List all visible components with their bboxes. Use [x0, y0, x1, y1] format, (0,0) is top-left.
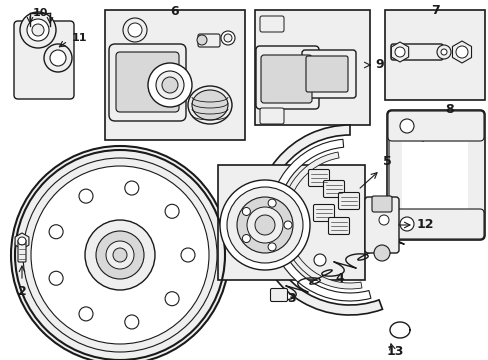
FancyBboxPatch shape: [260, 108, 284, 124]
FancyBboxPatch shape: [364, 197, 398, 253]
FancyBboxPatch shape: [18, 240, 26, 262]
Ellipse shape: [187, 86, 231, 124]
FancyBboxPatch shape: [302, 50, 355, 98]
Circle shape: [399, 119, 413, 133]
FancyBboxPatch shape: [328, 217, 349, 234]
Bar: [384, 10, 484, 100]
FancyBboxPatch shape: [390, 44, 442, 60]
Bar: [105, 10, 244, 140]
Circle shape: [162, 77, 178, 93]
FancyBboxPatch shape: [305, 56, 347, 92]
Circle shape: [124, 181, 139, 195]
Text: 12: 12: [416, 219, 434, 231]
Circle shape: [85, 220, 155, 290]
Circle shape: [44, 44, 72, 72]
Circle shape: [11, 146, 228, 360]
Circle shape: [165, 204, 179, 218]
Circle shape: [237, 197, 292, 253]
Circle shape: [49, 271, 63, 285]
Circle shape: [284, 221, 291, 229]
Text: 6: 6: [170, 5, 179, 18]
Circle shape: [378, 215, 388, 225]
Circle shape: [124, 315, 139, 329]
Circle shape: [436, 45, 450, 59]
FancyBboxPatch shape: [109, 44, 185, 121]
Bar: [218, 165, 364, 280]
Text: 11: 11: [72, 33, 87, 43]
FancyBboxPatch shape: [387, 209, 483, 239]
Text: 9: 9: [374, 58, 383, 72]
Wedge shape: [281, 152, 361, 289]
Text: 13: 13: [386, 345, 403, 358]
Text: 3: 3: [286, 292, 295, 305]
FancyBboxPatch shape: [14, 21, 74, 99]
FancyBboxPatch shape: [388, 112, 422, 238]
Circle shape: [123, 18, 147, 42]
FancyBboxPatch shape: [256, 46, 318, 109]
Ellipse shape: [192, 90, 227, 120]
Bar: [401, 142, 467, 217]
Circle shape: [79, 307, 93, 321]
FancyBboxPatch shape: [260, 16, 284, 32]
Text: 10: 10: [32, 8, 48, 18]
Circle shape: [32, 24, 44, 36]
Circle shape: [50, 50, 66, 66]
Circle shape: [156, 71, 183, 99]
Circle shape: [254, 215, 274, 235]
Circle shape: [96, 231, 143, 279]
Text: 5: 5: [382, 155, 391, 168]
Circle shape: [31, 166, 208, 344]
Circle shape: [440, 49, 446, 55]
Circle shape: [18, 237, 26, 245]
Circle shape: [220, 180, 309, 270]
Circle shape: [221, 31, 235, 45]
Circle shape: [373, 245, 389, 261]
Circle shape: [267, 199, 276, 207]
Wedge shape: [268, 139, 370, 301]
Circle shape: [455, 46, 467, 58]
FancyBboxPatch shape: [387, 111, 483, 141]
Circle shape: [224, 34, 231, 42]
Circle shape: [246, 207, 283, 243]
Wedge shape: [254, 125, 382, 315]
Bar: [254, 10, 369, 125]
Circle shape: [242, 207, 250, 216]
Text: 2: 2: [18, 285, 26, 298]
Text: 4: 4: [335, 272, 344, 285]
Circle shape: [106, 241, 134, 269]
Circle shape: [226, 187, 303, 263]
Circle shape: [113, 248, 127, 262]
Circle shape: [197, 35, 206, 45]
Circle shape: [20, 12, 56, 48]
Circle shape: [165, 292, 179, 306]
Circle shape: [242, 234, 250, 243]
FancyBboxPatch shape: [323, 180, 344, 198]
FancyBboxPatch shape: [338, 193, 359, 210]
Circle shape: [399, 217, 413, 231]
FancyBboxPatch shape: [313, 204, 334, 221]
Circle shape: [181, 248, 195, 262]
Circle shape: [394, 47, 404, 57]
Text: 8: 8: [445, 103, 453, 116]
FancyBboxPatch shape: [386, 110, 484, 240]
Circle shape: [49, 225, 63, 239]
FancyBboxPatch shape: [270, 288, 287, 301]
FancyBboxPatch shape: [198, 34, 220, 47]
FancyBboxPatch shape: [371, 196, 391, 212]
Circle shape: [313, 254, 325, 266]
Circle shape: [148, 63, 192, 107]
Circle shape: [27, 19, 49, 41]
FancyBboxPatch shape: [116, 52, 179, 112]
Circle shape: [128, 23, 142, 37]
FancyBboxPatch shape: [308, 170, 329, 186]
Text: 7: 7: [430, 4, 439, 17]
FancyBboxPatch shape: [261, 55, 311, 103]
Circle shape: [267, 243, 276, 251]
Circle shape: [79, 189, 93, 203]
